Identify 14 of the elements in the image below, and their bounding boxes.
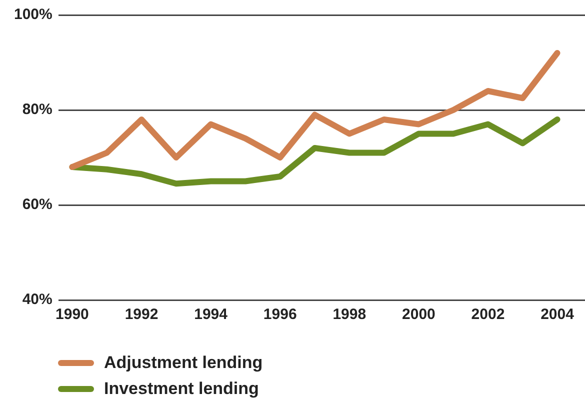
x-tick-label: 1992 <box>124 306 158 324</box>
x-tick-label: 1998 <box>332 306 366 324</box>
x-tick-label: 2004 <box>540 306 575 324</box>
legend-label: Investment lending <box>104 379 259 399</box>
x-tick-label: 1994 <box>194 306 228 324</box>
y-tick-label: 60% <box>22 196 52 214</box>
x-tick-label: 1996 <box>263 306 297 324</box>
y-tick-label: 40% <box>22 291 52 308</box>
legend-label: Adjustment lending <box>104 353 263 373</box>
x-tick-label: 2000 <box>402 306 436 324</box>
x-tick-label: 2002 <box>471 306 505 324</box>
x-tick-label: 1990 <box>56 306 89 324</box>
y-tick-label: 100% <box>14 6 52 24</box>
y-tick-label: 80% <box>22 101 52 118</box>
